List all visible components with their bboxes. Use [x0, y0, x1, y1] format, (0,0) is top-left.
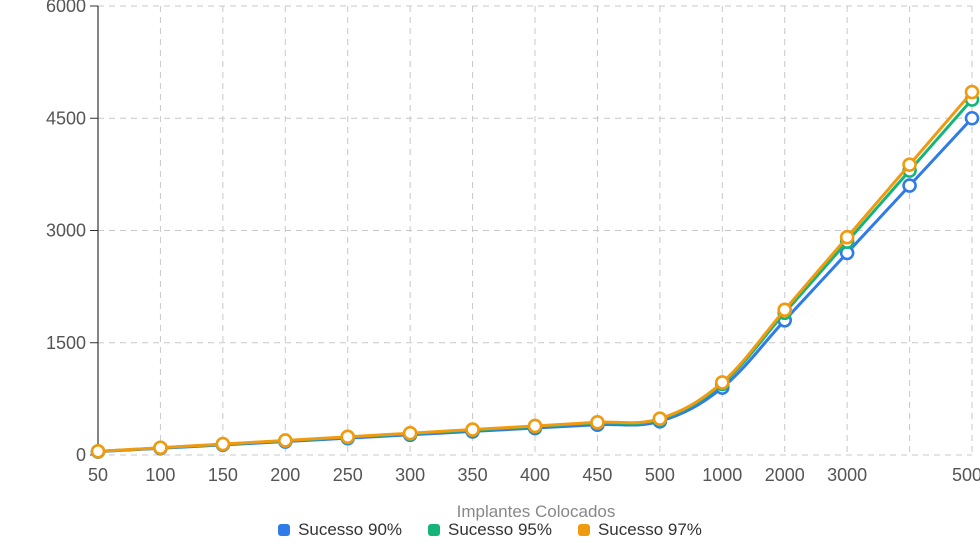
- x-tick-label: 2000: [765, 465, 805, 485]
- data-point[interactable]: [340, 429, 356, 445]
- x-tick-label: 1000: [702, 465, 742, 485]
- grid: [98, 5, 973, 456]
- data-point[interactable]: [215, 436, 231, 452]
- data-point[interactable]: [465, 422, 480, 437]
- y-tick-label: 3000: [46, 221, 86, 241]
- legend-label: Sucesso 95%: [448, 520, 552, 539]
- x-tick-label: 500: [645, 465, 675, 485]
- x-tick-label: 450: [582, 465, 612, 485]
- data-point[interactable]: [90, 444, 106, 459]
- x-tick-label: 5000: [952, 465, 980, 485]
- x-tick-label: 350: [458, 465, 488, 485]
- legend: Sucesso 90% Sucesso 95% Sucesso 97%: [0, 520, 980, 540]
- x-axis-title: Implantes Colocados: [457, 502, 616, 521]
- y-tick-label: 1500: [46, 333, 86, 353]
- series-3: [90, 84, 980, 459]
- legend-swatch: [577, 524, 590, 536]
- legend-swatch: [428, 524, 441, 536]
- y-tick-label: 6000: [46, 0, 86, 16]
- data-point[interactable]: [652, 411, 668, 427]
- x-tick-label: 150: [208, 465, 238, 485]
- x-tick-label: 400: [520, 465, 550, 485]
- legend-label: Sucesso 90%: [298, 520, 403, 539]
- legend-item[interactable]: Sucesso 97%: [577, 520, 702, 540]
- x-tick-label: 300: [395, 465, 425, 485]
- axes: [90, 5, 99, 456]
- x-tick-label: 100: [145, 465, 175, 485]
- data-point[interactable]: [153, 440, 168, 456]
- x-tick-label: 200: [270, 465, 300, 485]
- series-lines: [90, 84, 980, 459]
- data-point[interactable]: [777, 302, 793, 318]
- y-tick-label: 4500: [46, 108, 86, 128]
- data-point[interactable]: [902, 157, 917, 172]
- data-point[interactable]: [714, 375, 730, 390]
- data-point[interactable]: [277, 433, 293, 448]
- legend-label: Sucesso 97%: [597, 520, 702, 539]
- x-tick-label: 3000: [827, 465, 867, 485]
- data-point[interactable]: [964, 110, 980, 126]
- data-point[interactable]: [527, 418, 543, 434]
- data-point[interactable]: [964, 84, 980, 100]
- data-point[interactable]: [839, 229, 855, 245]
- y-tick-label: 0: [76, 445, 86, 465]
- legend-swatch: [278, 524, 291, 536]
- legend-item[interactable]: Sucesso 95%: [428, 520, 552, 540]
- data-point[interactable]: [902, 178, 917, 193]
- x-tick-label: 50: [88, 465, 108, 485]
- tick-labels: 0 1500 3000 4500 6000 50 100 150 200 250 300 350 400…: [46, 0, 980, 485]
- legend-item[interactable]: Sucesso 90%: [278, 520, 402, 540]
- data-point[interactable]: [590, 414, 605, 430]
- x-tick-label: 250: [333, 465, 363, 485]
- data-point[interactable]: [402, 425, 418, 441]
